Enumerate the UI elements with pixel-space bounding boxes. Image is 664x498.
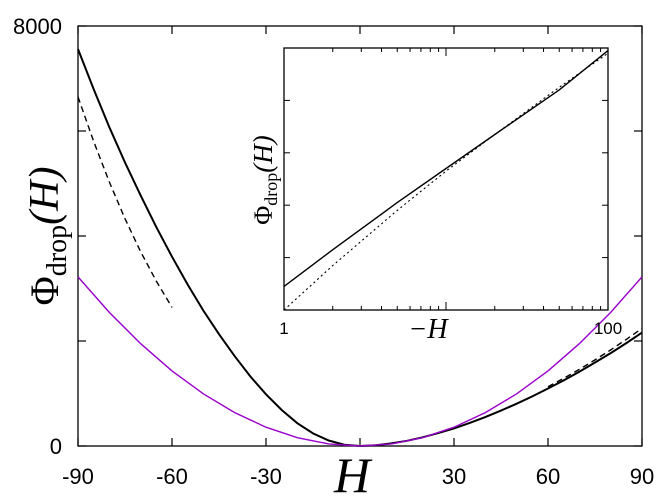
main-x-tick-label: -90 (62, 464, 94, 489)
main-y-label-symbol: Φ (22, 276, 67, 305)
main-y-axis-label: Φdrop(H) (22, 167, 73, 306)
main-series (77, 48, 643, 448)
inset-x-tick-label: 100 (594, 319, 622, 338)
svg-text:Φdrop(H): Φdrop(H) (22, 167, 73, 306)
main-tick-labels: -90 -60 -30 30 60 90 0 8000 (13, 14, 654, 489)
main-x-tick-label: 90 (630, 464, 654, 489)
main-x-axis-label: H (333, 447, 373, 498)
inset-series-line-0 (283, 50, 609, 287)
main-x-tick-label: -60 (156, 464, 188, 489)
main-series-line-2 (547, 327, 643, 388)
inset-y-label-arg: (H) (248, 135, 278, 172)
main-x-tick-label: -30 (250, 464, 282, 489)
main-y-label-subscript: drop (42, 225, 73, 276)
inset-x-tick-label: 1 (279, 319, 288, 338)
main-y-tick-label: 8000 (13, 14, 62, 39)
inset-ticks (283, 47, 609, 310)
inset-series-line-1 (283, 52, 609, 311)
inset-y-axis-label: Φdrop(H) (248, 135, 281, 225)
main-y-label-arg: (H) (22, 167, 68, 225)
main-x-tick-label: 30 (442, 464, 466, 489)
inset-plot-frame (283, 47, 609, 311)
main-series-line-3 (77, 276, 643, 447)
inset-x-axis-label: −H (408, 314, 449, 345)
inset-y-label-symbol: Φ (249, 206, 278, 225)
inset-tick-labels: 1 100 (279, 319, 622, 338)
inset-series (283, 50, 609, 311)
main-ticks (77, 25, 643, 447)
main-y-tick-label: 0 (50, 434, 62, 459)
svg-text:Φdrop(H): Φdrop(H) (248, 135, 281, 225)
main-x-tick-label: 60 (536, 464, 560, 489)
inset-y-label-subscript: drop (261, 173, 281, 206)
main-series-line-1 (77, 96, 173, 308)
